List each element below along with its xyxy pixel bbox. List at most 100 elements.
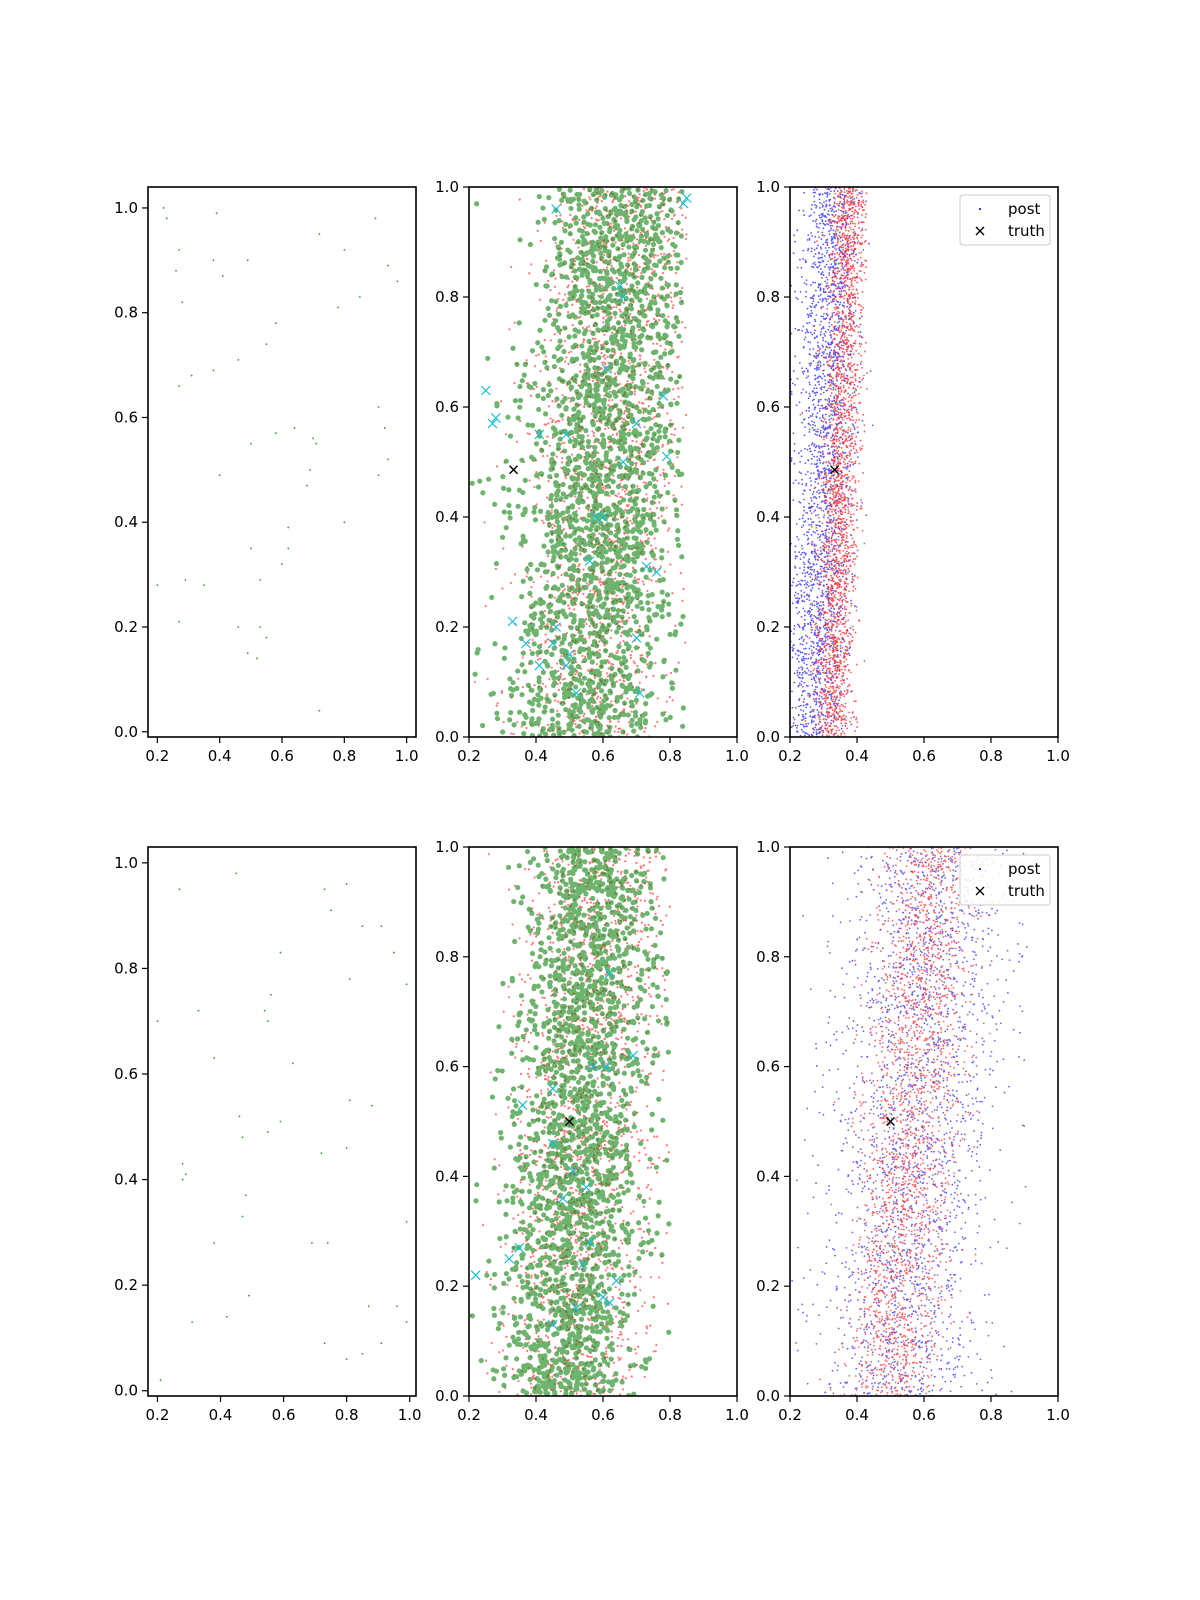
sample-point [582,187,586,190]
sample-point [558,332,562,336]
sample-point [634,591,640,597]
sample-point [539,471,545,477]
sample-point [794,290,796,293]
sample-point [520,650,526,656]
sample-point [617,571,623,577]
sample-point [510,265,513,269]
sample-point [813,571,815,573]
data-point [178,248,181,251]
sample-point [646,655,649,658]
sample-point [603,427,607,431]
sample-point [816,503,819,506]
sample-point [663,263,666,266]
sample-point [805,663,808,666]
sample-point [649,508,652,511]
sample-point [596,209,602,215]
sample-point [847,243,849,245]
sample-point [542,439,549,446]
sample-point [801,329,804,332]
sample-point [822,691,825,693]
sample-point [798,471,801,474]
sample-point [630,556,636,562]
sample-point [654,558,657,561]
sample-point [532,611,538,617]
sample-point [536,679,542,685]
sample-point [617,507,623,513]
sample-point [559,582,565,588]
sample-point [607,435,613,441]
sample-point [817,587,820,590]
sample-point [660,711,666,717]
sample-point [581,687,587,693]
sample-point [623,596,629,602]
sample-point [540,395,546,402]
sample-point [602,268,605,271]
sample-point [553,472,560,479]
sample-point [620,559,623,562]
data-point [259,626,262,628]
sample-point [513,321,516,324]
sample-point [554,519,560,525]
sample-point [651,519,657,525]
sample-point [593,392,599,398]
x-tick-label: 0.8 [332,747,356,765]
x-tick-label: 0.6 [591,747,615,765]
sample-point [494,400,500,407]
sample-point [836,190,839,192]
sample-point [613,730,616,733]
sample-point [809,562,811,565]
sample-point [633,214,639,220]
sample-point [832,409,834,412]
sample-point [818,496,821,498]
sample-point [556,709,559,712]
sample-point [630,272,636,278]
sample-point [807,331,810,334]
sample-point [626,457,632,464]
sample-point [800,589,803,592]
sample-point [613,224,620,230]
sample-point [836,195,839,198]
sample-point [629,703,636,709]
sample-point [632,501,639,507]
sample-point [570,396,576,402]
sample-point [584,230,590,237]
sample-point [643,701,649,707]
cross-point [507,616,518,627]
sample-point [669,685,675,691]
sample-point [535,697,541,703]
sample-point [501,655,507,661]
sample-point [635,187,641,193]
sample-point [563,571,569,577]
sample-point [615,607,621,614]
sample-point [633,535,639,541]
sample-point [806,313,809,316]
sample-point [813,614,816,617]
sample-point [567,311,570,314]
sample-point [605,213,611,220]
sample-point [553,497,559,503]
sample-point [634,210,637,213]
sample-point [569,524,575,530]
sample-point [655,580,658,583]
sample-point [671,592,674,595]
sample-point [798,673,801,675]
sample-point [811,235,813,237]
y-tick-label: 0.2 [114,618,138,636]
sample-point [553,513,559,519]
sample-point [552,269,556,272]
sample-point [821,219,824,221]
sample-point [662,332,668,338]
sample-point [585,618,588,621]
sample-point [550,321,557,327]
sample-point [560,461,564,464]
data-point [249,547,252,550]
sample-point [517,383,523,390]
sample-point [831,589,834,592]
cross-point [598,512,608,522]
sample-point [595,540,601,546]
sample-point [590,412,593,415]
sample-point [521,730,527,737]
sample-point [665,259,671,265]
sample-point [567,438,573,444]
sample-point [645,388,651,394]
